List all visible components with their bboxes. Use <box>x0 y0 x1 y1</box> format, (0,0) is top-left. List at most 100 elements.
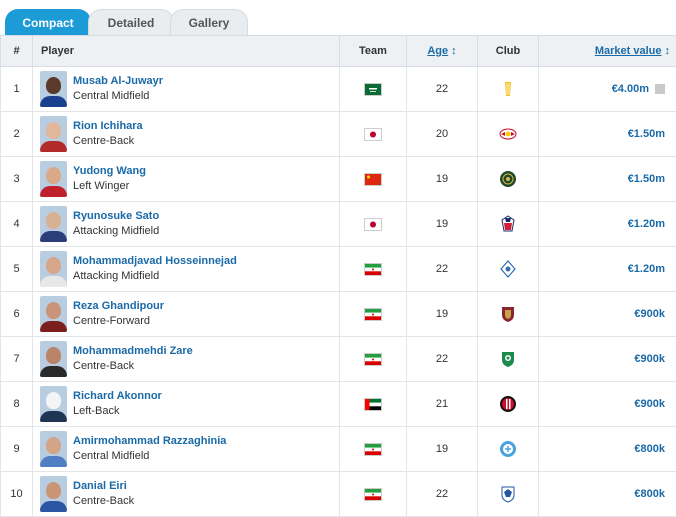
club-crest-icon[interactable] <box>499 125 517 143</box>
player-position: Centre-Back <box>73 134 143 149</box>
club-crest-icon[interactable] <box>499 395 517 413</box>
japan-flag-icon[interactable] <box>364 218 382 231</box>
player-photo[interactable] <box>40 386 67 422</box>
age-value: 19 <box>407 427 478 472</box>
iran-flag-icon[interactable] <box>364 308 382 321</box>
market-value-link[interactable]: €4.00m <box>612 83 649 95</box>
player-position: Central Midfield <box>73 89 163 104</box>
club-cell <box>478 202 539 247</box>
iran-flag-icon[interactable] <box>364 353 382 366</box>
player-name-link[interactable]: Mohammadjavad Hosseinnejad <box>73 254 237 269</box>
market-value-cell: €1.50m <box>539 157 676 202</box>
iran-flag-icon[interactable] <box>364 443 382 456</box>
player-position: Centre-Back <box>73 359 193 374</box>
club-crest-icon[interactable] <box>499 485 517 503</box>
column-header-market-value[interactable]: Market value↕ <box>539 36 676 67</box>
iran-flag-icon[interactable] <box>364 263 382 276</box>
japan-flag-icon[interactable] <box>364 128 382 141</box>
player-name-link[interactable]: Ryunosuke Sato <box>73 209 159 224</box>
player-photo[interactable] <box>40 431 67 467</box>
market-value-link[interactable]: €900k <box>634 353 665 365</box>
sort-age-link[interactable]: Age <box>427 45 448 57</box>
market-value-link[interactable]: €800k <box>634 488 665 500</box>
row-number: 1 <box>1 67 33 112</box>
market-value-cell: €800k <box>539 427 676 472</box>
sort-icon[interactable]: ↕ <box>451 45 457 57</box>
team-cell <box>340 292 407 337</box>
player-photo[interactable] <box>40 206 67 242</box>
row-number: 2 <box>1 112 33 157</box>
player-name-link[interactable]: Yudong Wang <box>73 164 146 179</box>
player-name-link[interactable]: Reza Ghandipour <box>73 299 164 314</box>
iran-flag-icon[interactable] <box>364 488 382 501</box>
view-tabs: Compact Detailed Gallery <box>0 0 676 35</box>
market-value-cell: €1.20m <box>539 202 676 247</box>
club-crest-icon[interactable] <box>499 260 517 278</box>
age-value: 22 <box>407 247 478 292</box>
club-crest-icon[interactable] <box>499 305 517 323</box>
age-value: 22 <box>407 472 478 517</box>
market-value-link[interactable]: €1.50m <box>628 128 665 140</box>
club-crest-icon[interactable] <box>499 80 517 98</box>
sort-market-value-link[interactable]: Market value <box>595 45 662 57</box>
player-name-link[interactable]: Amirmohammad Razzaghinia <box>73 434 226 449</box>
player-name-link[interactable]: Danial Eiri <box>73 479 134 494</box>
player-photo[interactable] <box>40 161 67 197</box>
club-crest-icon[interactable] <box>499 440 517 458</box>
uae-flag-icon[interactable] <box>364 398 382 411</box>
player-photo[interactable] <box>40 296 67 332</box>
market-value-cell: €1.20m <box>539 247 676 292</box>
market-value-link[interactable]: €1.50m <box>628 173 665 185</box>
tab-gallery[interactable]: Gallery <box>170 9 248 35</box>
club-crest-icon[interactable] <box>499 170 517 188</box>
club-cell <box>478 67 539 112</box>
column-header-team: Team <box>340 36 407 67</box>
value-graph-icon[interactable] <box>655 84 665 94</box>
player-position: Attacking Midfield <box>73 269 237 284</box>
club-crest-icon[interactable] <box>499 350 517 368</box>
player-name-link[interactable]: Rion Ichihara <box>73 119 143 134</box>
age-value: 21 <box>407 382 478 427</box>
player-name-link[interactable]: Richard Akonnor <box>73 389 162 404</box>
club-cell <box>478 292 539 337</box>
market-value-link[interactable]: €1.20m <box>628 263 665 275</box>
player-name-link[interactable]: Mohammadmehdi Zare <box>73 344 193 359</box>
club-crest-icon[interactable] <box>499 215 517 233</box>
sort-icon[interactable]: ↕ <box>665 45 671 57</box>
market-value-link[interactable]: €900k <box>634 308 665 320</box>
market-value-link[interactable]: €900k <box>634 398 665 410</box>
tab-compact[interactable]: Compact <box>5 9 91 35</box>
column-header-number: # <box>1 36 33 67</box>
market-value-cell: €800k <box>539 472 676 517</box>
column-header-age[interactable]: Age↕ <box>407 36 478 67</box>
player-name-link[interactable]: Musab Al-Juwayr <box>73 74 163 89</box>
row-number: 10 <box>1 472 33 517</box>
team-cell <box>340 427 407 472</box>
row-number: 8 <box>1 382 33 427</box>
player-photo[interactable] <box>40 251 67 287</box>
player-photo[interactable] <box>40 341 67 377</box>
column-header-player: Player <box>33 36 340 67</box>
row-number: 6 <box>1 292 33 337</box>
player-photo[interactable] <box>40 71 67 107</box>
china-flag-icon[interactable] <box>364 173 382 186</box>
player-photo[interactable] <box>40 116 67 152</box>
age-value: 22 <box>407 337 478 382</box>
market-value-link[interactable]: €1.20m <box>628 218 665 230</box>
saudi-arabia-flag-icon[interactable] <box>364 83 382 96</box>
market-value-cell: €4.00m <box>539 67 676 112</box>
player-position: Central Midfield <box>73 449 226 464</box>
player-photo[interactable] <box>40 476 67 512</box>
market-value-link[interactable]: €800k <box>634 443 665 455</box>
tab-detailed[interactable]: Detailed <box>88 9 174 35</box>
